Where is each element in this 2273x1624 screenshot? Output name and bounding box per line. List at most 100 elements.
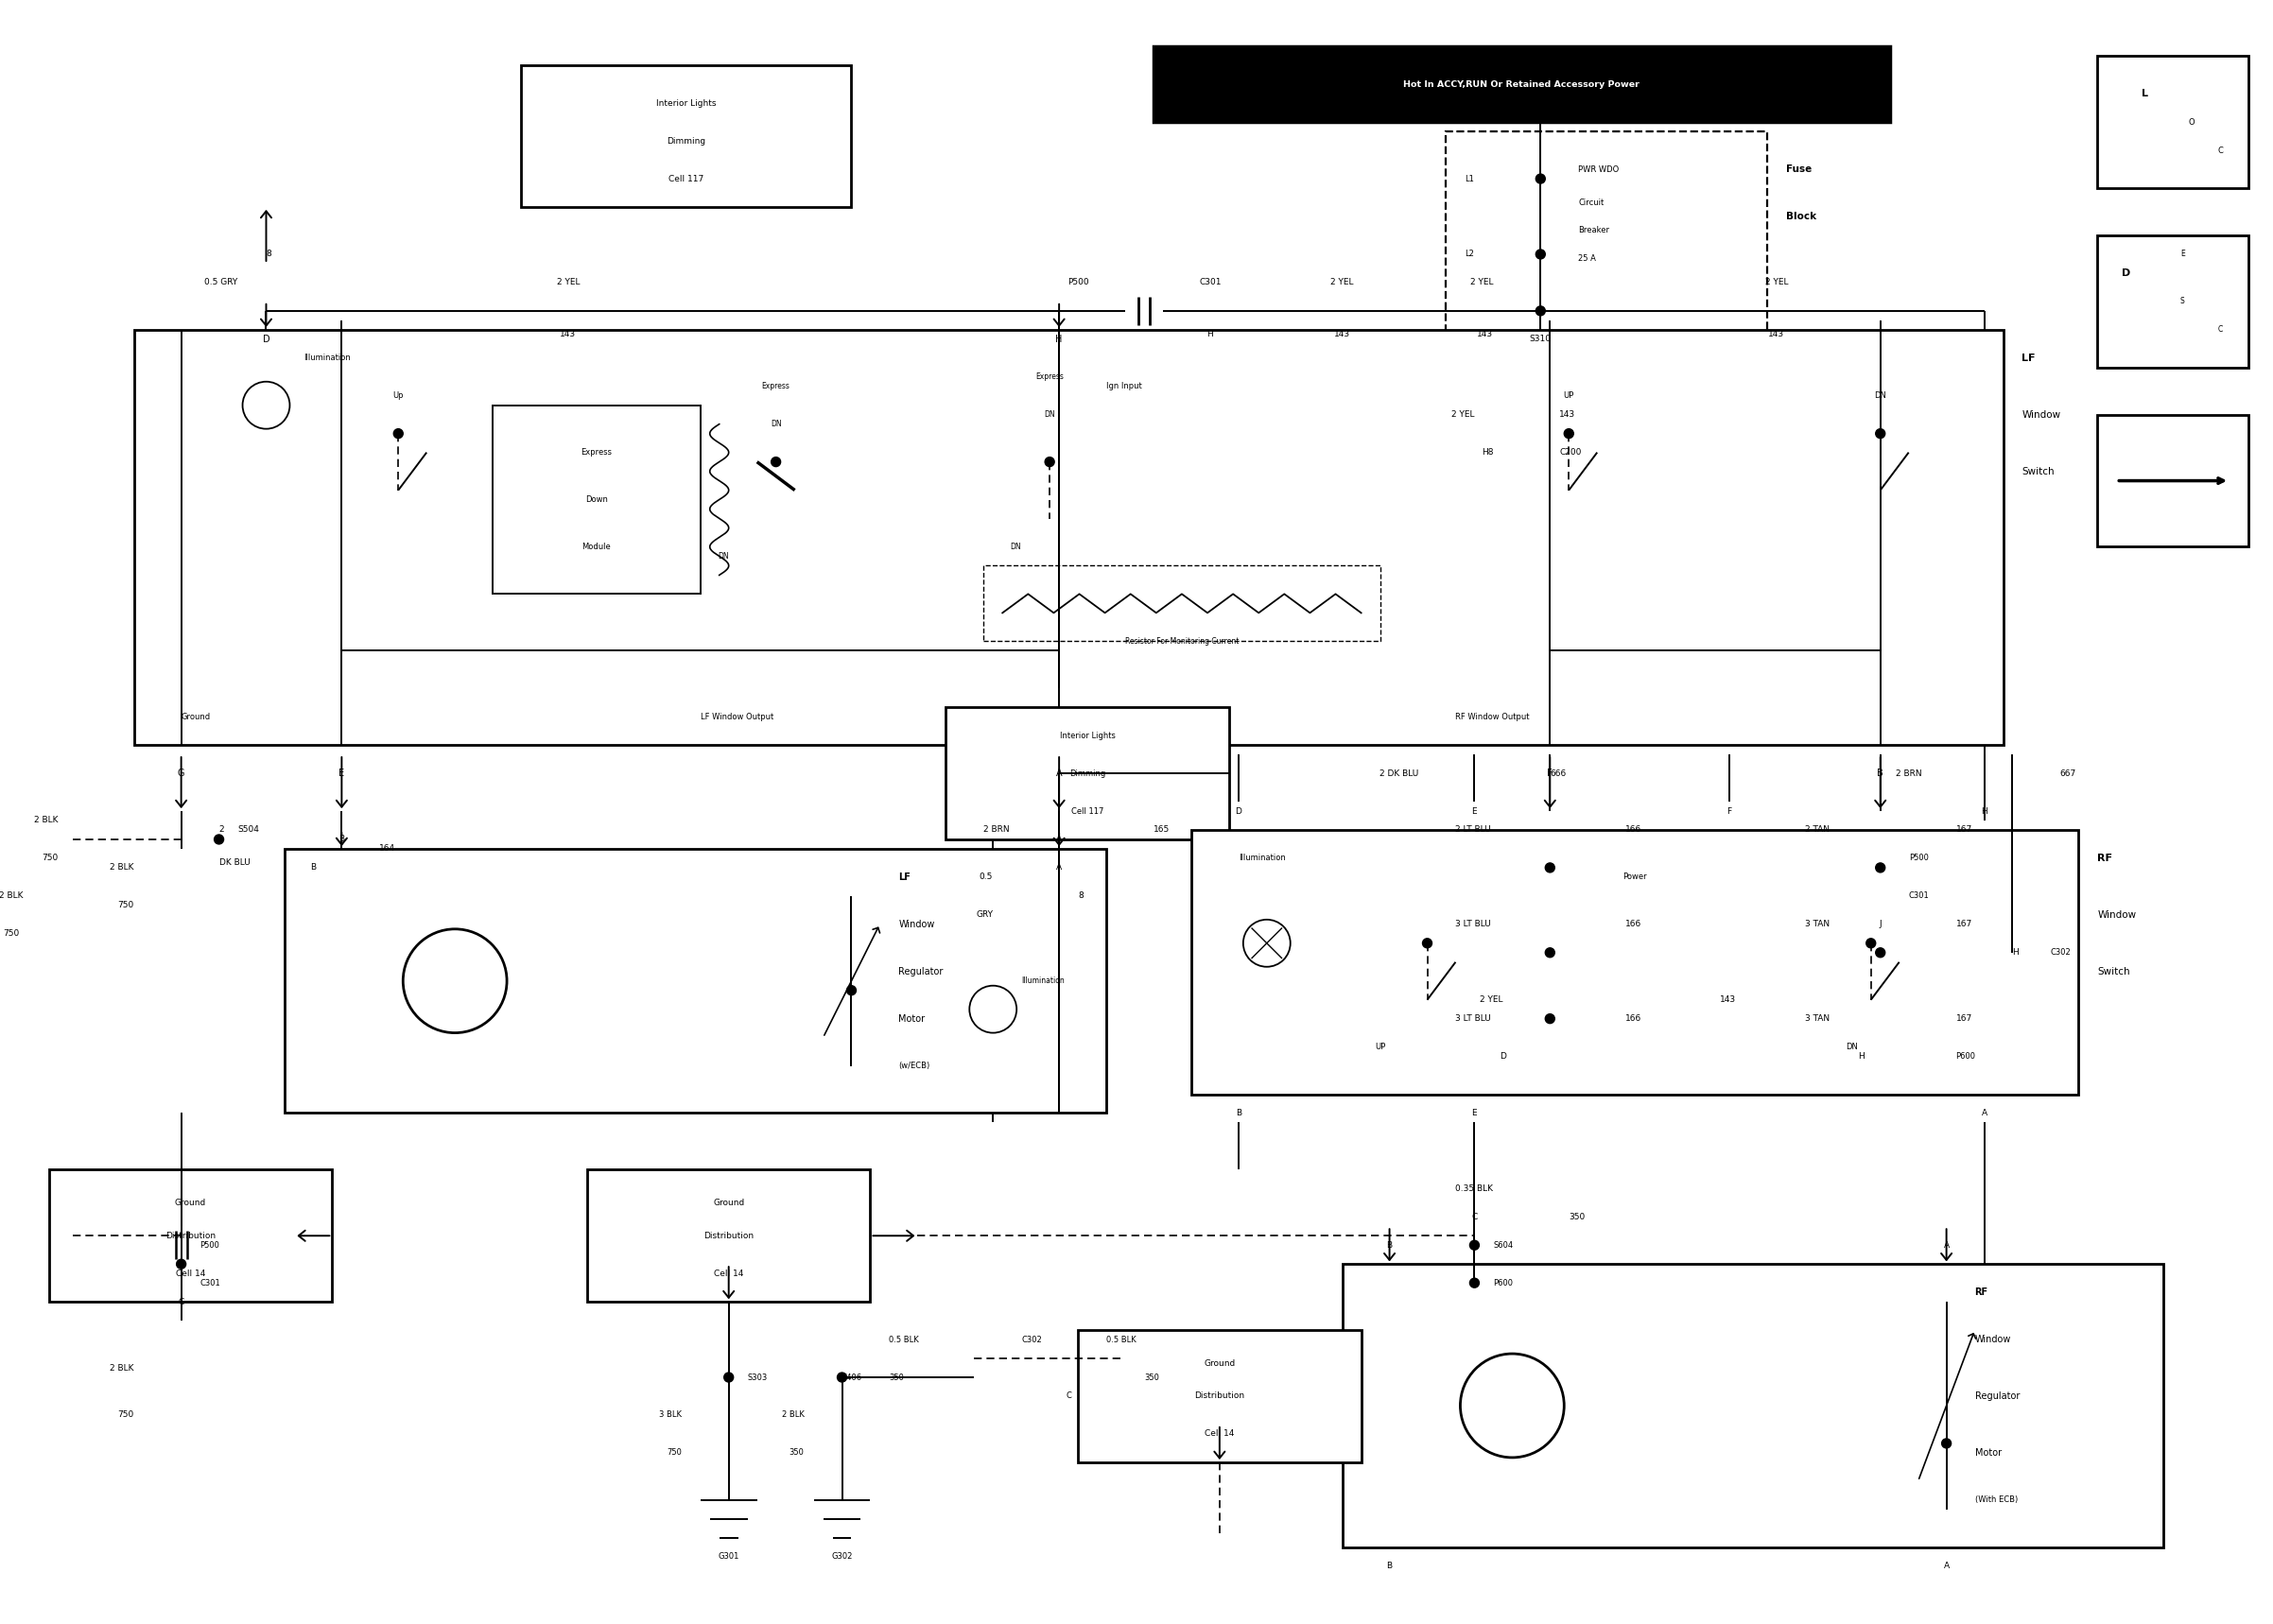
Circle shape xyxy=(1546,948,1555,957)
Text: 2 YEL: 2 YEL xyxy=(1480,996,1502,1004)
Text: Switch: Switch xyxy=(2023,466,2055,476)
Text: 350: 350 xyxy=(789,1449,805,1457)
Text: DN: DN xyxy=(771,421,782,429)
Circle shape xyxy=(725,1372,734,1382)
Text: H: H xyxy=(1859,1052,1864,1060)
Circle shape xyxy=(1875,429,1884,438)
Text: A: A xyxy=(1057,864,1061,872)
Text: E: E xyxy=(1473,807,1477,815)
Text: 2 YEL: 2 YEL xyxy=(557,278,580,287)
Circle shape xyxy=(1941,1439,1950,1449)
Text: S406: S406 xyxy=(841,1372,861,1382)
Text: Resistor For Monitoring Current: Resistor For Monitoring Current xyxy=(1125,637,1239,645)
Text: F: F xyxy=(1548,768,1552,778)
Bar xyxy=(284,849,1107,1112)
Text: Window: Window xyxy=(2023,409,2062,419)
Text: Switch: Switch xyxy=(2098,966,2130,976)
Text: 8: 8 xyxy=(266,250,270,258)
Text: B: B xyxy=(339,835,345,843)
Circle shape xyxy=(1875,948,1884,957)
Text: DK BLU: DK BLU xyxy=(218,859,250,867)
Text: B: B xyxy=(1877,768,1884,778)
Circle shape xyxy=(1866,939,1875,948)
Text: C301: C301 xyxy=(1909,892,1930,900)
Text: S303: S303 xyxy=(748,1372,768,1382)
Text: GRY: GRY xyxy=(975,911,993,919)
Text: H: H xyxy=(1982,807,1987,815)
Text: 0.5 GRY: 0.5 GRY xyxy=(205,278,239,287)
Bar xyxy=(50,1169,332,1302)
Text: M: M xyxy=(450,976,459,986)
Text: 8: 8 xyxy=(1077,892,1084,900)
Text: Window: Window xyxy=(898,919,934,929)
Text: Up: Up xyxy=(393,391,405,400)
Text: E: E xyxy=(339,768,345,778)
Text: 0.35 BLK: 0.35 BLK xyxy=(1455,1184,1493,1192)
Text: Window: Window xyxy=(1975,1335,2012,1345)
Text: S310: S310 xyxy=(1530,335,1552,343)
Text: 350: 350 xyxy=(1143,1372,1159,1382)
Bar xyxy=(1446,132,1766,387)
Circle shape xyxy=(177,1259,186,1268)
Bar xyxy=(946,706,1230,840)
Text: 167: 167 xyxy=(1955,825,1973,835)
Bar xyxy=(2098,57,2248,188)
Text: 2 DK BLU: 2 DK BLU xyxy=(1380,770,1418,778)
Text: C: C xyxy=(177,1298,184,1306)
Text: C301: C301 xyxy=(1200,278,1221,287)
Text: Illumination: Illumination xyxy=(1239,854,1287,862)
Text: 3 LT BLU: 3 LT BLU xyxy=(1455,1015,1491,1023)
Circle shape xyxy=(1471,1278,1480,1288)
Text: B: B xyxy=(1237,1109,1241,1117)
Text: M: M xyxy=(1507,1402,1518,1410)
Text: Cell 14: Cell 14 xyxy=(714,1270,743,1278)
Text: A: A xyxy=(1943,1562,1950,1570)
Text: L2: L2 xyxy=(1466,250,1475,258)
Bar xyxy=(586,1169,871,1302)
Text: 350: 350 xyxy=(1568,1213,1584,1221)
Text: J: J xyxy=(1880,921,1882,929)
Text: 2 BRN: 2 BRN xyxy=(984,825,1009,835)
Text: 2 LT BLU: 2 LT BLU xyxy=(1455,825,1491,835)
Text: Interior Lights: Interior Lights xyxy=(1059,731,1116,741)
Circle shape xyxy=(1546,1013,1555,1023)
Circle shape xyxy=(1537,307,1546,315)
Bar xyxy=(1191,830,2078,1095)
Text: Dimming: Dimming xyxy=(666,136,705,145)
Text: B: B xyxy=(1387,1562,1393,1570)
Circle shape xyxy=(771,456,780,466)
Text: 2 YEL: 2 YEL xyxy=(1471,278,1493,287)
Text: 2 BLK: 2 BLK xyxy=(109,1364,134,1372)
Text: 143: 143 xyxy=(559,330,577,339)
Text: 0.5 BLK: 0.5 BLK xyxy=(1107,1335,1136,1343)
Text: Distribution: Distribution xyxy=(1193,1392,1246,1400)
Circle shape xyxy=(1546,862,1555,872)
Bar xyxy=(1152,47,1889,122)
Text: 167: 167 xyxy=(1955,1015,1973,1023)
Text: Cell 14: Cell 14 xyxy=(1205,1429,1234,1439)
Text: DN: DN xyxy=(1043,411,1055,419)
Text: RF Window Output: RF Window Output xyxy=(1455,713,1530,721)
Text: Illumination: Illumination xyxy=(305,354,350,362)
Text: 167: 167 xyxy=(1955,921,1973,929)
Text: 166: 166 xyxy=(1625,825,1641,835)
Text: (w/ECB): (w/ECB) xyxy=(898,1062,930,1070)
Text: Ground: Ground xyxy=(714,1199,746,1207)
Text: Module: Module xyxy=(582,542,611,551)
Text: 2 TAN: 2 TAN xyxy=(1805,825,1830,835)
Text: L1: L1 xyxy=(1466,174,1475,184)
Text: G301: G301 xyxy=(718,1553,739,1561)
Text: 3 TAN: 3 TAN xyxy=(1805,921,1830,929)
Text: LF Window Output: LF Window Output xyxy=(700,713,773,721)
Text: 3 LT BLU: 3 LT BLU xyxy=(1455,921,1491,929)
Text: 2 BLK: 2 BLK xyxy=(0,892,23,900)
Text: D: D xyxy=(264,335,270,344)
Text: 143: 143 xyxy=(1559,411,1575,419)
Text: (With ECB): (With ECB) xyxy=(1975,1496,2018,1504)
Circle shape xyxy=(1459,1354,1564,1457)
Text: O: O xyxy=(2189,119,2196,127)
Text: P600: P600 xyxy=(1493,1278,1514,1288)
Text: S504: S504 xyxy=(239,825,259,835)
Text: Interior Lights: Interior Lights xyxy=(657,99,716,107)
Text: 166: 166 xyxy=(1625,921,1641,929)
